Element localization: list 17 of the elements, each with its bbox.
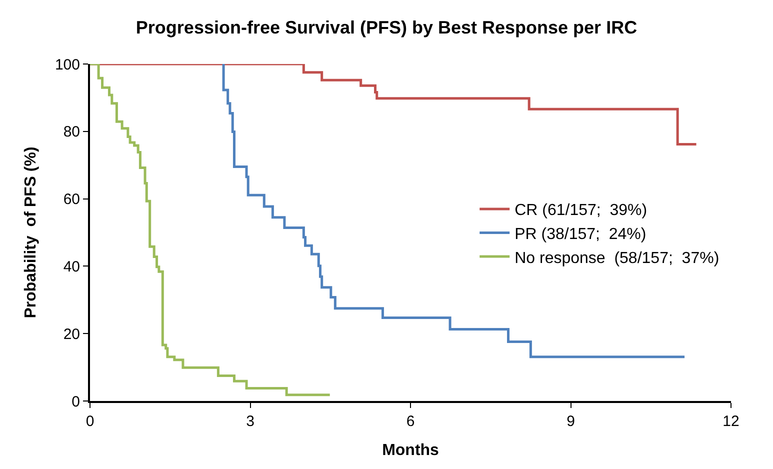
y-tick-label: 20 [63, 326, 80, 343]
x-tick-label: 3 [246, 413, 254, 430]
y-tick-label: 80 [63, 124, 80, 141]
x-tick-label: 9 [566, 413, 575, 430]
y-tick-label: 100 [54, 56, 80, 74]
x-tick-label: 0 [86, 413, 94, 430]
legend-label: CR (61/157; 39%) [514, 202, 648, 220]
legend-label: No response (58/157; 37%) [514, 250, 720, 267]
y-tick-label: 60 [63, 191, 80, 208]
chart-title: Progression-free Survival (PFS) by Best Response per IRC [136, 18, 638, 38]
x-tick-label: 12 [722, 413, 740, 430]
x-tick-label: 6 [406, 413, 415, 430]
y-tick-label: 40 [63, 258, 80, 276]
y-axis-title: Probability of PFS (%) [22, 146, 40, 318]
x-axis-title: Months [382, 442, 440, 460]
legend-label: PR (38/157; 24%) [514, 226, 646, 243]
y-tick-label: 0 [72, 393, 80, 410]
